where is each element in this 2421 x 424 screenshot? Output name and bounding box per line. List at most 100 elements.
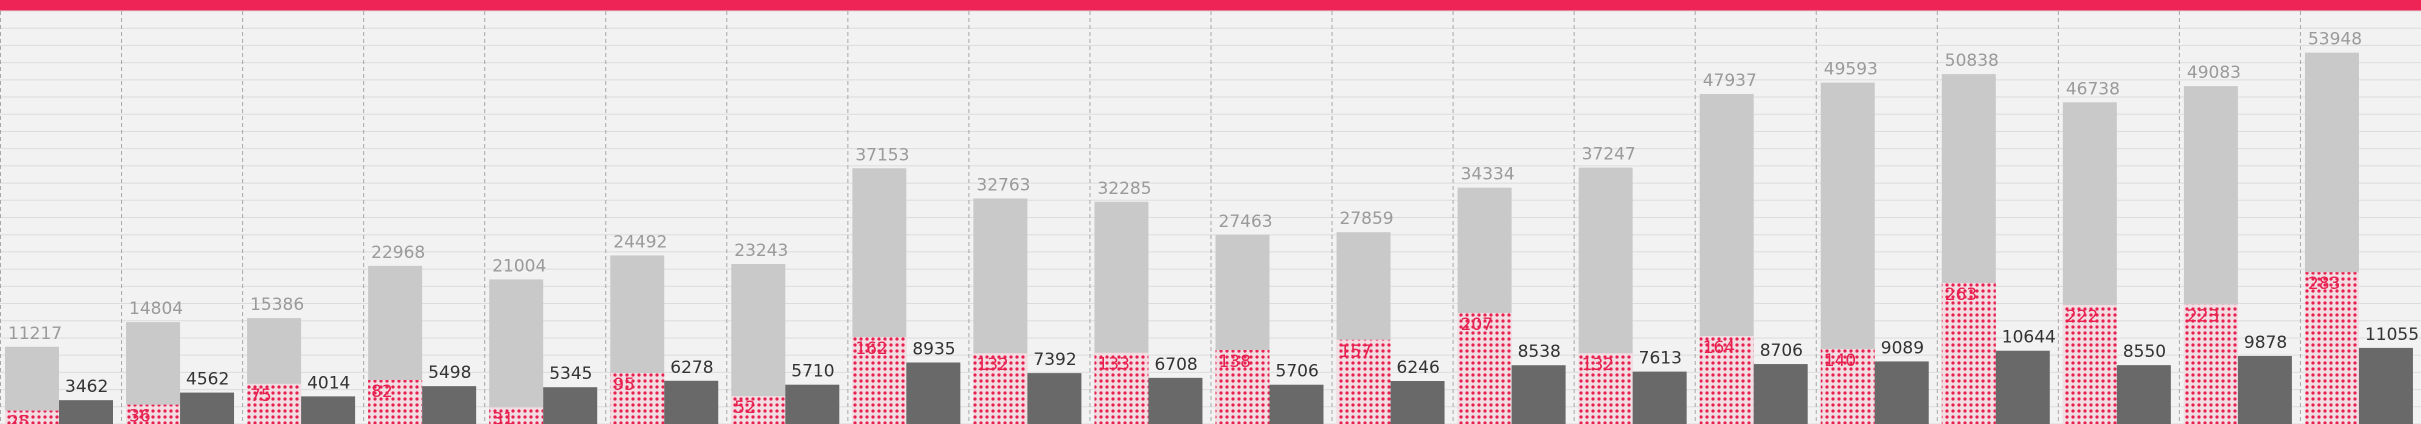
overlay-value-label: 164 (1703, 338, 1735, 358)
overlay-value-label: 283 (2308, 274, 2340, 294)
value-label: 7392 (1033, 350, 1076, 370)
value-label: 5706 (1276, 362, 1319, 382)
bar (1511, 365, 1566, 424)
value-label: 7613 (1639, 349, 1682, 369)
value-label: 32285 (1097, 179, 1151, 199)
overlay-bar (489, 407, 544, 424)
value-label: 9089 (1881, 338, 1924, 358)
overlay-bar (1336, 339, 1391, 424)
bar (1148, 377, 1203, 424)
overlay-bar (368, 380, 423, 424)
bar (906, 362, 961, 424)
value-label: 23243 (734, 241, 788, 261)
overlay-value-label: 36 (129, 407, 151, 424)
value-label: 6278 (670, 358, 713, 378)
overlay-bar (1941, 282, 1996, 424)
overlay-bar (126, 404, 181, 424)
overlay-value-label: 75 (250, 386, 272, 406)
value-label: 8550 (2123, 342, 2166, 362)
overlay-value-label: 157 (1340, 342, 1372, 362)
overlay-value-label: 162 (855, 339, 887, 359)
overlay-value-label: 82 (371, 382, 393, 402)
value-label: 46738 (2066, 79, 2120, 99)
value-label: 8706 (1760, 341, 1803, 361)
overlay-value-label: 140 (1824, 351, 1856, 371)
bar (1874, 361, 1929, 424)
overlay-value-label: 222 (2066, 307, 2098, 327)
value-label: 5710 (791, 362, 834, 382)
overlay-bar (1820, 348, 1875, 424)
overlay-bar (610, 373, 665, 424)
value-label: 53948 (2308, 30, 2362, 50)
bar (543, 387, 598, 424)
value-label: 50838 (1945, 51, 1999, 71)
value-label: 24492 (613, 232, 667, 252)
bar (1632, 371, 1687, 424)
bar (59, 400, 113, 424)
overlay-value-label: 223 (2187, 306, 2219, 326)
value-label: 37247 (1582, 145, 1636, 165)
overlay-bar (731, 396, 786, 424)
overlay-value-label: 207 (1461, 315, 1493, 335)
value-label: 27859 (1340, 209, 1394, 229)
value-label: 5345 (549, 364, 592, 384)
bar (422, 386, 477, 424)
overlay-bar (1457, 312, 1512, 424)
value-label: 3462 (65, 377, 108, 397)
overlay-value-label: 133 (1097, 355, 1129, 375)
overlay-bar (2062, 304, 2117, 424)
value-label: 4562 (186, 370, 229, 390)
value-label: 11055 (2365, 325, 2419, 345)
value-label: 21004 (492, 256, 546, 276)
value-label: 22968 (371, 243, 425, 263)
value-label: 32763 (976, 175, 1030, 195)
overlay-value-label: 263 (1945, 285, 1977, 305)
value-label: 34334 (1461, 165, 1515, 185)
bar (301, 396, 356, 424)
bar (180, 392, 235, 424)
value-label: 8538 (1518, 342, 1561, 362)
bar (1995, 350, 2050, 424)
bar (1027, 373, 1082, 424)
overlay-value-label: 132 (1582, 355, 1614, 375)
overlay-value-label: 95 (613, 375, 635, 395)
overlay-bar (852, 337, 907, 424)
value-label: 6708 (1154, 355, 1197, 375)
overlay-bar (2304, 272, 2359, 424)
overlay-bar (5, 410, 59, 424)
overlay-value-label: 132 (976, 355, 1008, 375)
value-label: 27463 (1219, 212, 1273, 232)
bar (1390, 381, 1445, 424)
bar (489, 279, 544, 424)
value-label: 37153 (855, 145, 909, 165)
overlay-value-label: 25 (8, 413, 30, 424)
value-label: 49083 (2187, 63, 2241, 83)
value-label: 9878 (2244, 333, 2287, 353)
value-label: 6246 (1397, 358, 1440, 378)
value-label: 15386 (250, 295, 304, 315)
overlay-value-label: 138 (1219, 352, 1251, 372)
bar (2358, 347, 2413, 424)
value-label: 4014 (307, 373, 350, 393)
value-label: 49593 (1824, 60, 1878, 80)
value-label: 8935 (912, 339, 955, 359)
bar (1753, 364, 1808, 424)
bar (1269, 384, 1324, 424)
bar (664, 380, 719, 424)
overlay-bar (247, 383, 302, 424)
overlay-bar (973, 353, 1028, 424)
value-label: 5498 (428, 363, 471, 383)
bar (785, 384, 840, 424)
value-label: 11217 (8, 324, 62, 344)
value-label: 47937 (1703, 71, 1757, 91)
overlay-bar (1699, 336, 1754, 424)
top-banner (0, 0, 2421, 11)
bar (2237, 356, 2292, 424)
overlay-bar (1215, 349, 1270, 424)
overlay-bar (2183, 304, 2238, 424)
value-label: 14804 (129, 299, 183, 319)
overlay-value-label: 31 (492, 409, 514, 424)
value-label: 10644 (2002, 328, 2056, 348)
